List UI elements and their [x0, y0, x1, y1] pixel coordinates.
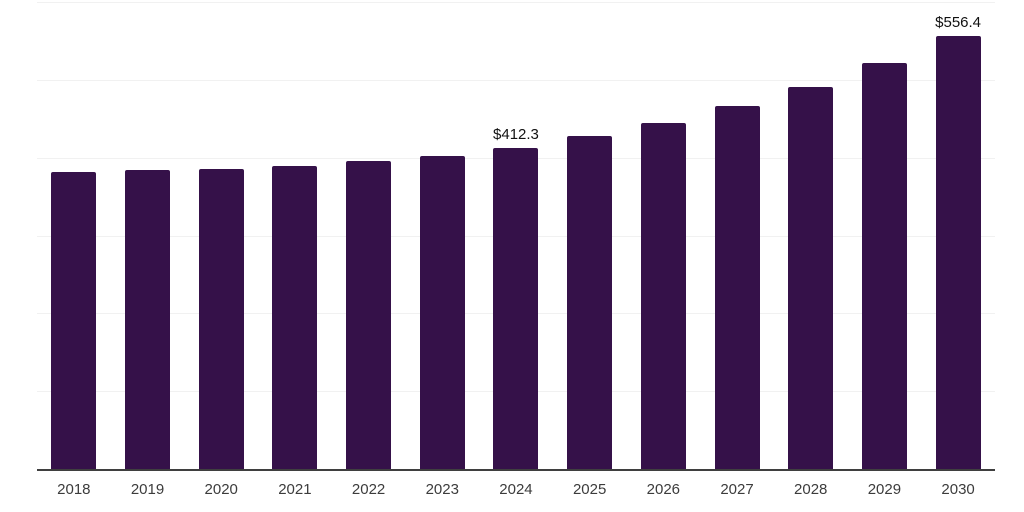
bar-2018[interactable]	[51, 171, 97, 469]
bar-2030[interactable]	[935, 35, 981, 469]
bar-2026[interactable]	[640, 123, 686, 469]
bar-column-2028	[774, 2, 848, 469]
bar-2029[interactable]	[861, 63, 907, 469]
x-axis-line	[37, 469, 995, 471]
bars-row: $412.3 $556.4	[37, 2, 995, 469]
bar-column-2019	[111, 2, 185, 469]
x-tick-2026: 2026	[646, 481, 681, 498]
bar-column-2030: $556.4	[921, 2, 995, 469]
x-tick-2018: 2018	[57, 481, 91, 498]
bar-column-2022	[332, 2, 406, 469]
bar-2021[interactable]	[272, 166, 318, 469]
bar-column-2018	[37, 2, 111, 469]
plot-area: $412.3 $556.4	[37, 2, 995, 471]
bar-column-2027	[700, 2, 774, 469]
x-tick-2025: 2025	[572, 481, 607, 498]
bar-value-label-2030: $556.4	[935, 13, 982, 31]
x-tick-2028: 2028	[794, 481, 828, 498]
bar-column-2029	[848, 2, 922, 469]
bar-column-2026	[627, 2, 701, 469]
bar-column-2020	[184, 2, 258, 469]
bar-2024[interactable]	[493, 148, 539, 469]
x-tick-2019: 2019	[130, 481, 165, 498]
gridline-600	[37, 2, 995, 3]
x-tick-2023: 2023	[425, 481, 459, 498]
bar-column-2024: $412.3	[479, 2, 553, 469]
x-tick-2024: 2024	[499, 481, 533, 498]
bar-2019[interactable]	[125, 170, 171, 469]
bar-column-2025	[553, 2, 627, 469]
bar-2022[interactable]	[346, 161, 392, 469]
x-tick-2020: 2020	[204, 481, 238, 498]
gridline-500	[37, 79, 995, 81]
bar-2023[interactable]	[419, 155, 465, 469]
bar-value-label-2024: $412.3	[493, 126, 539, 144]
bar-column-2021	[258, 2, 332, 469]
bar-2020[interactable]	[198, 169, 244, 469]
x-tick-2030: 2030	[941, 481, 975, 498]
x-tick-2021: 2021	[278, 481, 312, 498]
x-axis-ticks: 2018 2019 2020 2021 2022 2023 2024 2025 2026 2027…	[37, 481, 995, 499]
x-tick-2029: 2029	[867, 481, 902, 498]
bar-2025[interactable]	[567, 136, 613, 469]
bar-2028[interactable]	[788, 87, 834, 469]
bar-column-2023	[405, 2, 479, 469]
x-tick-2022: 2022	[351, 481, 386, 498]
bar-2027[interactable]	[714, 106, 760, 469]
x-tick-2027: 2027	[720, 481, 754, 498]
